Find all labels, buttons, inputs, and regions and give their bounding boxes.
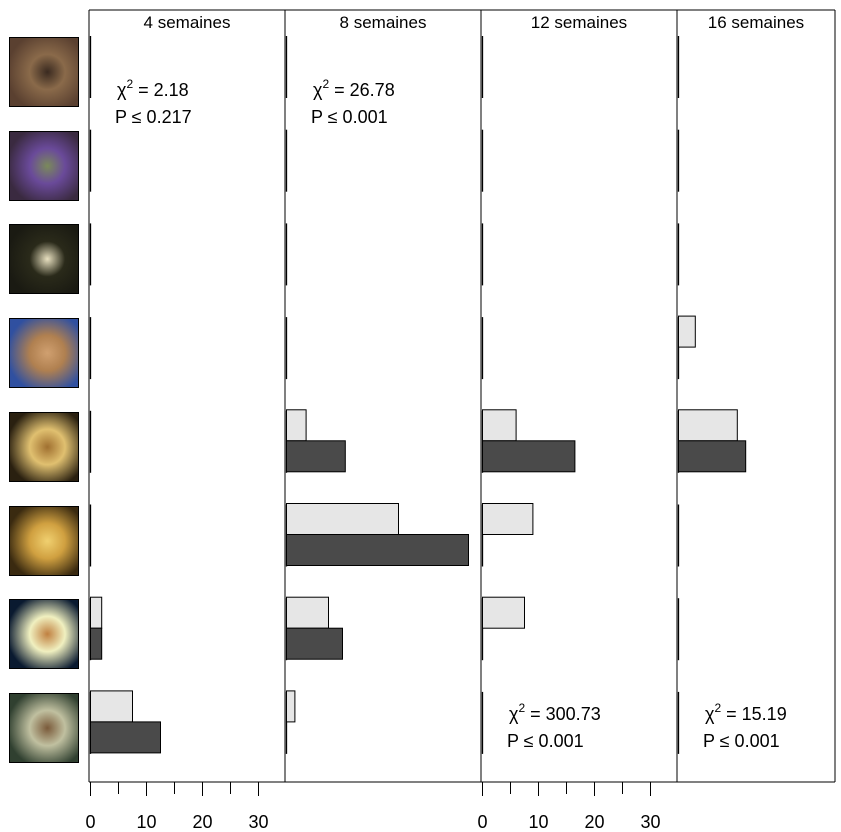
panel-title-3: 16 semaines: [708, 13, 804, 32]
panel-title-2: 12 semaines: [531, 13, 627, 32]
germinated-seed-photo: [9, 599, 79, 670]
x-tick-label: 30: [248, 812, 268, 832]
panel-title-0: 4 semaines: [144, 13, 231, 32]
x-tick-label: 30: [640, 812, 660, 832]
bar-light: [678, 409, 738, 442]
chi-square-stat-2: χ2 = 300.73: [509, 701, 601, 724]
purple-flowers-photo: [9, 130, 79, 201]
bar-light: [482, 596, 525, 629]
x-tick-label: 20: [192, 812, 212, 832]
root-cluster-photo: [9, 318, 79, 389]
bar-light: [286, 690, 296, 723]
x-tick-label: 0: [477, 812, 487, 832]
bar-dark: [482, 440, 576, 473]
chi-square-stat-1: χ2 = 26.78: [313, 77, 395, 100]
p-value-3: P ≤ 0.001: [703, 731, 780, 751]
bar-dark: [286, 534, 469, 566]
bar-light: [286, 503, 399, 535]
x-tick-label: 20: [584, 812, 604, 832]
bar-dark: [90, 627, 103, 660]
p-value-0: P ≤ 0.217: [115, 107, 192, 127]
bar-light: [678, 315, 696, 348]
bar-dark: [286, 627, 343, 660]
bar-light: [286, 596, 329, 629]
x-tick-label: 0: [85, 812, 95, 832]
bar-light: [482, 503, 534, 535]
chi-square-stat-0: χ2 = 2.18: [117, 77, 189, 100]
x-tick-label: 10: [136, 812, 156, 832]
bar-dark: [90, 721, 161, 754]
panel-title-1: 8 semaines: [340, 13, 427, 32]
flowering-stem-photo: [9, 37, 79, 107]
emerging-shoot-photo: [9, 224, 79, 295]
x-tick-label: 10: [528, 812, 548, 832]
bar-light: [286, 409, 307, 442]
bar-dark: [678, 440, 747, 473]
bar-dark: [286, 440, 346, 473]
bar-light: [90, 690, 133, 723]
p-value-2: P ≤ 0.001: [507, 731, 584, 751]
p-value-1: P ≤ 0.001: [311, 107, 388, 127]
chi-square-stat-3: χ2 = 15.19: [705, 701, 787, 724]
bar-light: [482, 409, 517, 442]
bar-light: [90, 596, 103, 629]
seed-photo: [9, 692, 79, 763]
tubercle-roots-photo: [9, 411, 79, 482]
spider-tubercle-photo: [9, 505, 79, 576]
